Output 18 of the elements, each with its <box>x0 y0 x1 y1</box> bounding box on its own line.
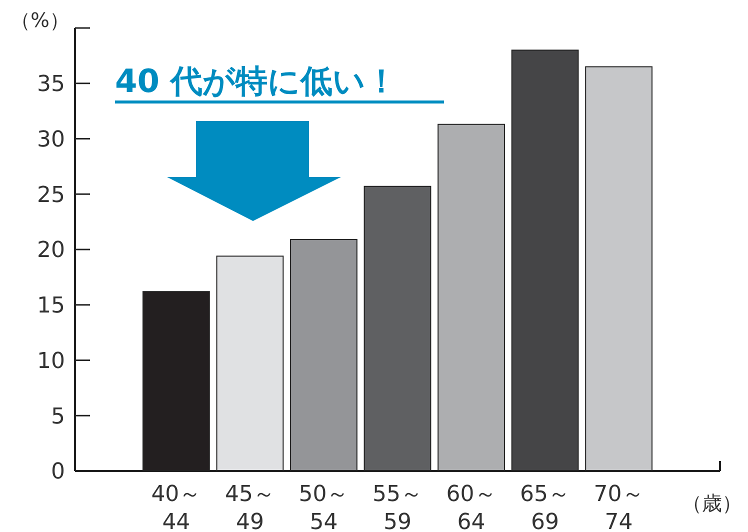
x-tick-label: 60～ 64 <box>446 482 496 532</box>
y-tick-label: 5 <box>51 404 65 430</box>
y-tick-label: 25 <box>37 182 65 208</box>
y-tick-label: 0 <box>51 460 65 485</box>
y-tick-label: 10 <box>37 348 65 374</box>
x-tick-label: 50～ 54 <box>298 482 349 532</box>
x-tick-label: 40～ 44 <box>151 482 202 532</box>
x-tick-label: 45～ 49 <box>224 482 275 532</box>
x-axis-title: （歳） <box>682 491 742 515</box>
x-tick-label: 55～ 59 <box>372 482 422 532</box>
y-tick-label: 30 <box>37 127 65 152</box>
y-tick-label: 20 <box>37 238 65 264</box>
annotation: 40 代が特に低い！ <box>115 62 398 100</box>
y-axis-title: （%） <box>10 8 70 32</box>
x-tick-label: 65～ 69 <box>520 482 570 532</box>
x-tick-label: 70～ 74 <box>594 482 644 532</box>
y-tick-label: 15 <box>37 294 65 319</box>
y-tick-label: 35 <box>37 72 65 98</box>
